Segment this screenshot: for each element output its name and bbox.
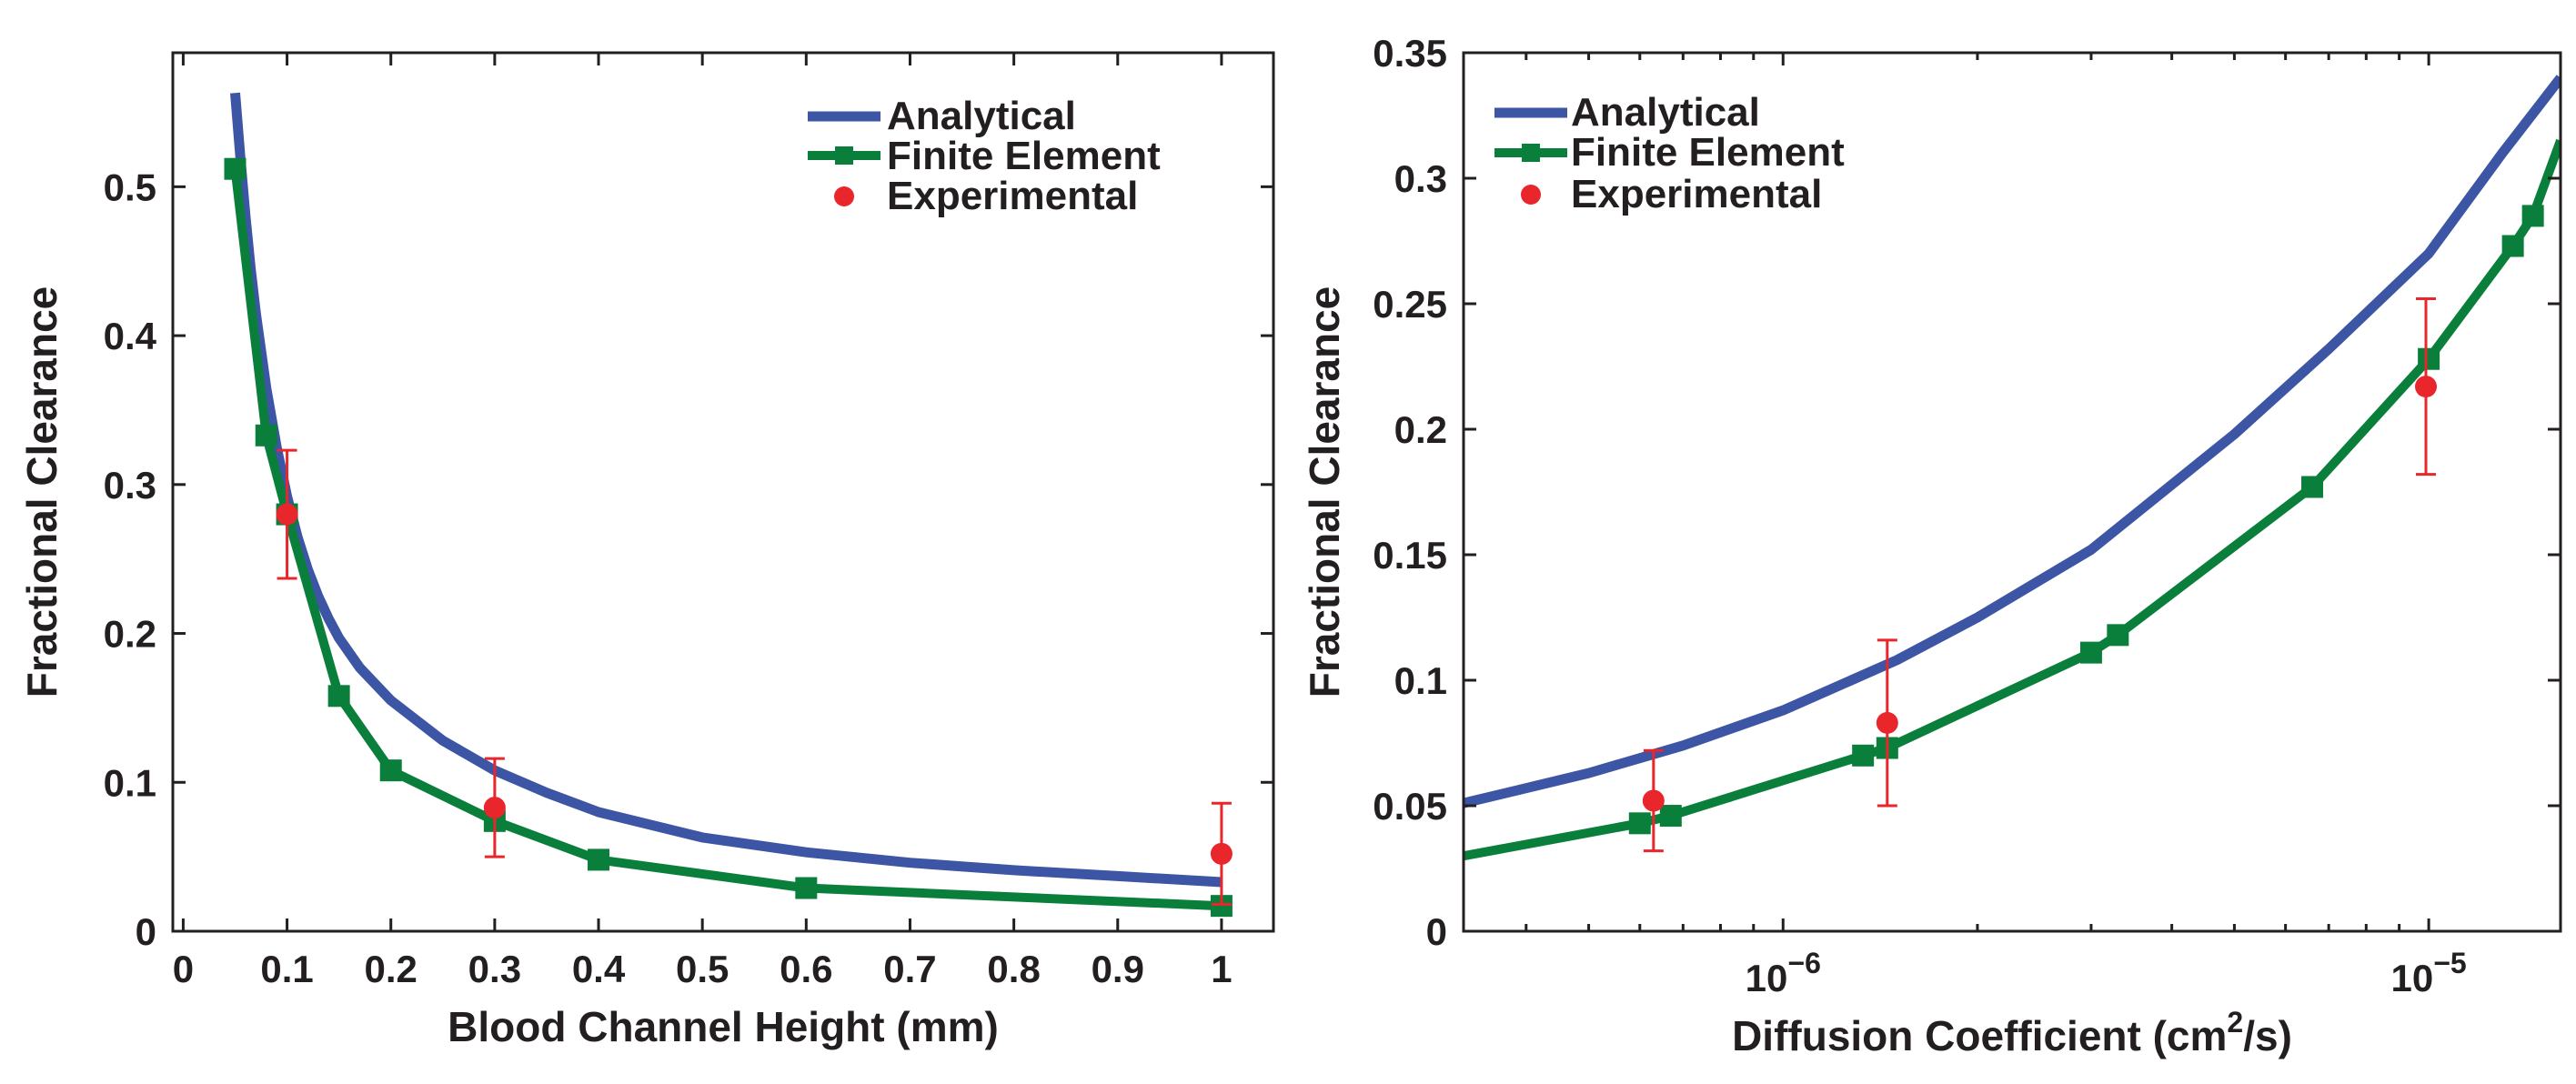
left-x-tick-label-5: 0.5 bbox=[676, 948, 729, 990]
left-legend-analytical-label: Analytical bbox=[887, 94, 1076, 138]
left-x-tick-label-3: 0.3 bbox=[468, 948, 521, 990]
right-experimental-point-0 bbox=[1642, 789, 1665, 812]
left-x-tick-label-0: 0 bbox=[173, 948, 194, 990]
right-x-axis-label-suffix: /s) bbox=[2243, 1012, 2292, 1059]
left-legend-experimental-marker bbox=[834, 186, 854, 206]
right-legend: Analytical Finite Element Experimental bbox=[1494, 90, 1845, 216]
right-legend-finite-element-label: Finite Element bbox=[1571, 130, 1845, 175]
left-legend: Analytical Finite Element Experimental bbox=[808, 94, 1161, 218]
left-y-tick-label-3: 0.3 bbox=[104, 464, 156, 507]
right-axis-ticks: 10−6 10−5 0 0.05 0.1 0.15 0.2 0.25 0.3 0.35 bbox=[1373, 32, 2561, 999]
right-x-tick-label-0: 10−6 bbox=[1746, 947, 1821, 999]
right-finite-element-point-2 bbox=[1659, 805, 1682, 828]
right-x-axis-label-superscript: 2 bbox=[2227, 1006, 2243, 1039]
left-finite-element-point-3 bbox=[327, 685, 350, 708]
right-finite-element-point-9 bbox=[2501, 235, 2524, 257]
left-experimental-point-1 bbox=[483, 797, 506, 819]
right-y-tick-label-1: 0.05 bbox=[1373, 785, 1447, 828]
right-y-tick-label-5: 0.25 bbox=[1373, 283, 1447, 326]
left-x-tick-label-7: 0.7 bbox=[883, 948, 936, 990]
right-plot-marks bbox=[1464, 75, 2561, 861]
left-x-tick-label-9: 0.9 bbox=[1092, 948, 1144, 990]
right-chart: 10−6 10−5 0 0.05 0.1 0.15 0.2 0.25 0.3 0.35 Diffu… bbox=[1301, 32, 2562, 1059]
left-legend-finite-element-label: Finite Element bbox=[887, 134, 1161, 178]
left-plot-marks bbox=[224, 92, 1233, 918]
left-x-tick-label-1: 0.1 bbox=[260, 948, 313, 990]
right-finite-element-point-6 bbox=[2107, 624, 2129, 647]
left-finite-element-point-4 bbox=[379, 759, 402, 782]
right-plot-frame bbox=[1462, 51, 2562, 933]
left-plot-frame bbox=[171, 51, 1275, 933]
right-legend-experimental-marker bbox=[1521, 185, 1541, 205]
right-y-tick-label-2: 0.1 bbox=[1394, 659, 1447, 702]
right-legend-experimental-label: Experimental bbox=[1571, 172, 1822, 216]
left-x-tick-label-4: 0.4 bbox=[572, 948, 626, 990]
right-y-tick-label-7: 0.35 bbox=[1373, 32, 1447, 75]
right-y-tick-label-3: 0.15 bbox=[1373, 534, 1447, 577]
right-x-tick-label-1: 10−5 bbox=[2391, 947, 2467, 999]
right-x-axis-label: Diffusion Coefficient (cm2/s) bbox=[1732, 1006, 2292, 1059]
right-y-axis-label: Fractional Clearance bbox=[1301, 286, 1348, 698]
left-x-axis-label: Blood Channel Height (mm) bbox=[448, 1003, 999, 1050]
left-y-tick-label-2: 0.2 bbox=[104, 613, 156, 656]
right-finite-element-point-10 bbox=[2521, 205, 2544, 227]
right-finite-element-point-7 bbox=[2301, 476, 2324, 498]
left-chart: 0 0.1 0.2 0.3 0.4 0.5 0.6 0.7 0.8 0.9 1 0 0.1 0.2 0.3 0… bbox=[18, 51, 1275, 1050]
left-x-tick-label-10: 1 bbox=[1211, 948, 1232, 990]
right-y-tick-label-6: 0.3 bbox=[1394, 157, 1447, 200]
left-y-axis-label: Fractional Clearance bbox=[18, 286, 65, 698]
left-legend-experimental-label: Experimental bbox=[887, 174, 1138, 218]
left-y-tick-label-5: 0.5 bbox=[104, 166, 156, 208]
left-finite-element-point-0 bbox=[224, 157, 247, 180]
left-finite-element-point-6 bbox=[588, 848, 610, 871]
left-y-tick-label-4: 0.4 bbox=[104, 315, 157, 357]
right-finite-element-point-5 bbox=[2079, 641, 2102, 664]
right-legend-finite-element-marker bbox=[1522, 144, 1540, 162]
right-finite-element-point-1 bbox=[1628, 812, 1651, 835]
right-x-axis-label-main: Diffusion Coefficient (cm bbox=[1732, 1012, 2227, 1059]
right-finite-element-point-8 bbox=[2418, 347, 2440, 370]
left-experimental-point-0 bbox=[276, 503, 298, 526]
left-finite-element-point-1 bbox=[255, 424, 277, 447]
left-x-tick-label-6: 0.6 bbox=[780, 948, 832, 990]
left-experimental-point-2 bbox=[1210, 842, 1233, 865]
right-finite-element-point-3 bbox=[1852, 744, 1875, 767]
left-finite-element-point-7 bbox=[795, 877, 818, 899]
right-analytical-line bbox=[1464, 75, 2561, 808]
left-y-tick-label-1: 0.1 bbox=[104, 761, 156, 804]
right-legend-analytical-label: Analytical bbox=[1571, 90, 1760, 135]
left-x-tick-label-8: 0.8 bbox=[987, 948, 1040, 990]
right-experimental-point-2 bbox=[2415, 376, 2438, 398]
left-y-tick-label-0: 0 bbox=[136, 910, 156, 953]
left-axis-ticks: 0 0.1 0.2 0.3 0.4 0.5 0.6 0.7 0.8 0.9 1 0 0.1 0.2 0.3 0… bbox=[104, 53, 1273, 990]
left-legend-finite-element-marker bbox=[835, 146, 853, 165]
right-y-tick-label-4: 0.2 bbox=[1394, 408, 1447, 451]
right-experimental-point-1 bbox=[1876, 711, 1898, 734]
left-x-tick-label-2: 0.2 bbox=[365, 948, 418, 990]
right-y-tick-label-0: 0 bbox=[1426, 910, 1447, 953]
